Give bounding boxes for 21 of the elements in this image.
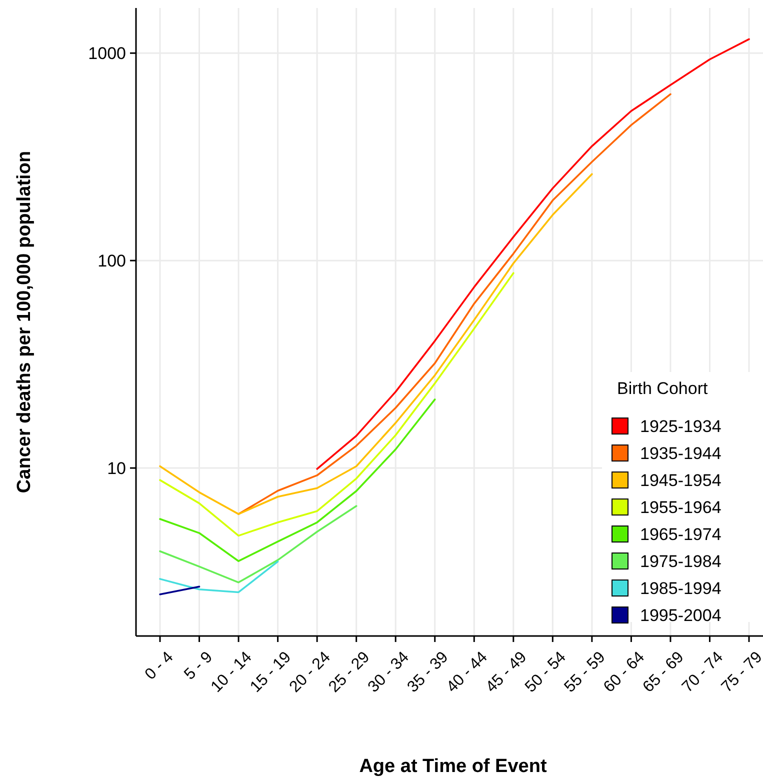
legend-label: 1925-1934 bbox=[640, 416, 722, 436]
line-series bbox=[159, 173, 593, 515]
legend-label: 1935-1944 bbox=[640, 444, 722, 463]
legend-label: 1955-1964 bbox=[640, 498, 722, 517]
legend-label: 1975-1984 bbox=[640, 552, 722, 571]
y-tick-label: 100 bbox=[98, 252, 126, 271]
line-series bbox=[159, 560, 279, 594]
y-tick-label: 10 bbox=[107, 458, 126, 478]
legend-label: 1985-1994 bbox=[640, 578, 722, 598]
line-series bbox=[159, 398, 436, 562]
legend-label: 1965-1974 bbox=[640, 524, 722, 544]
y-tick-label: 1000 bbox=[88, 44, 126, 64]
x-axis-title: Age at Time of Event bbox=[359, 756, 548, 777]
legend-title: Birth Cohort bbox=[617, 379, 708, 398]
line-series bbox=[316, 38, 750, 470]
legend-label: 1995-2004 bbox=[640, 606, 722, 625]
legend-label: 1945-1954 bbox=[640, 470, 722, 490]
x-tick-label: 0 - 4 bbox=[142, 648, 177, 684]
y-axis-title: Cancer deaths per 100,000 population bbox=[14, 150, 35, 494]
line-series bbox=[159, 272, 514, 537]
line-series bbox=[159, 505, 358, 584]
